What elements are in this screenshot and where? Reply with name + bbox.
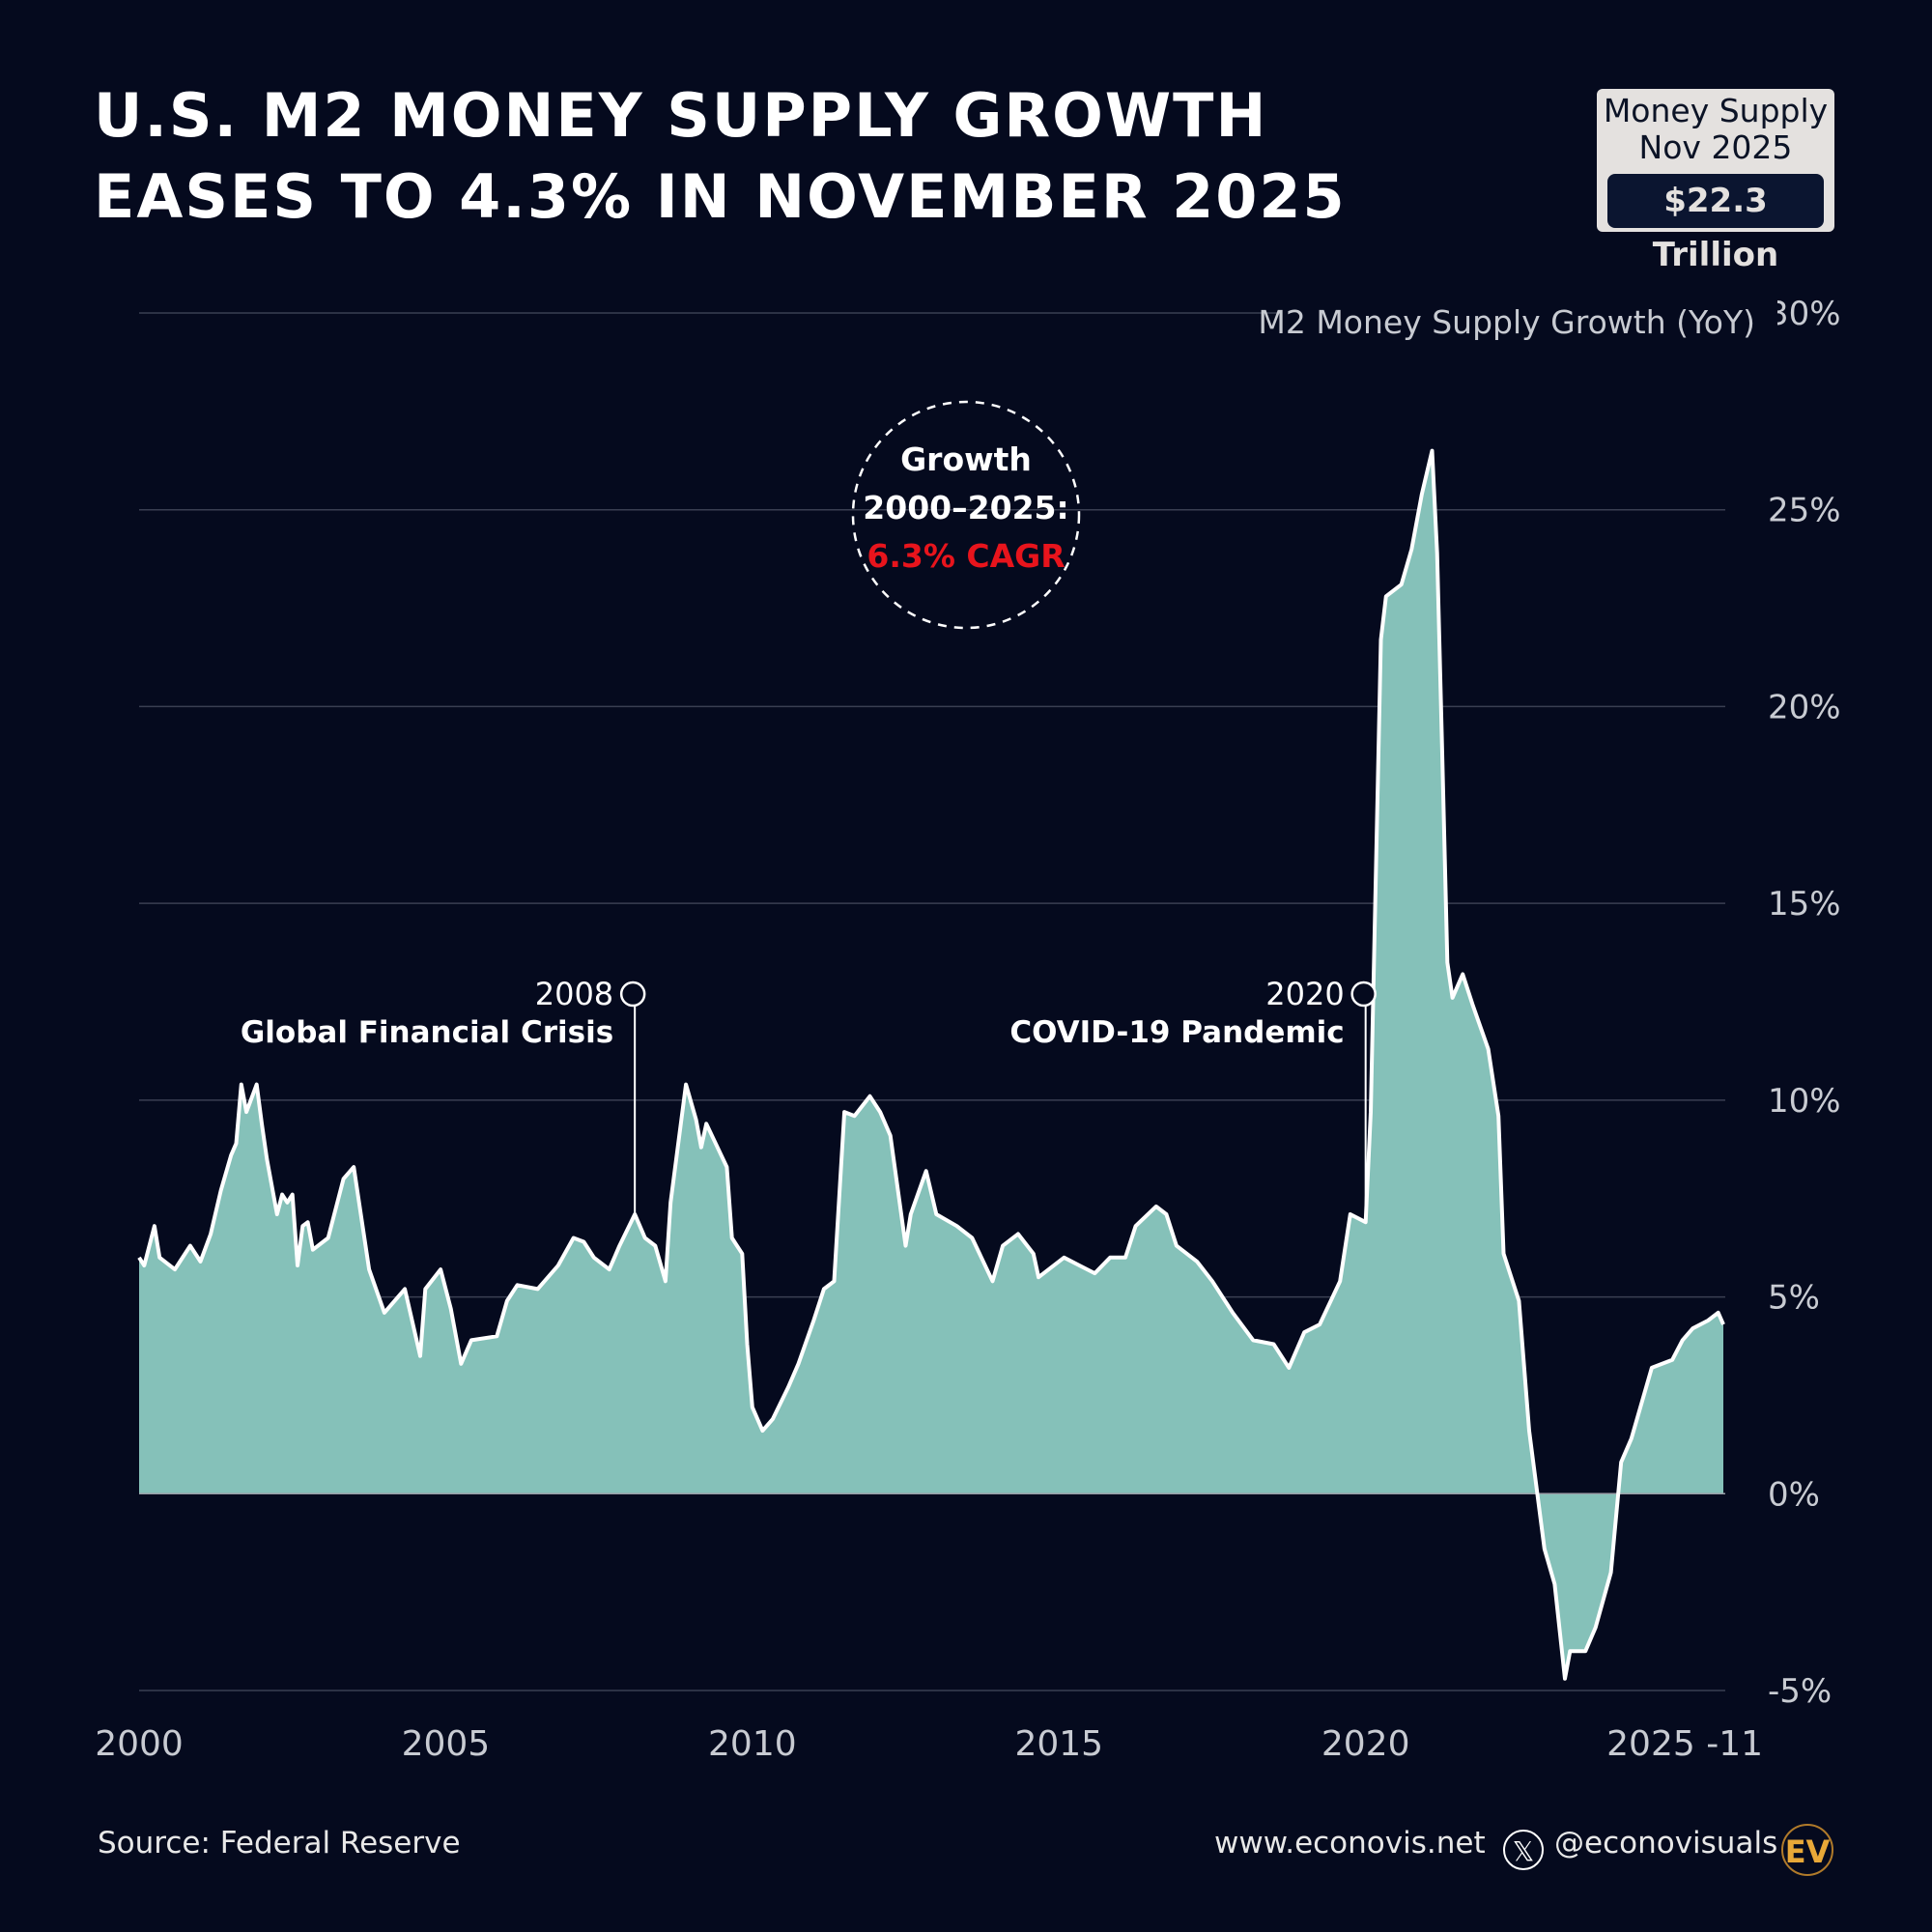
title-line-2: EASES TO 4.3% IN NOVEMBER 2025 xyxy=(94,161,1347,232)
y-tick-labels: 30% 25% 20% 15% 10% 5% 0% -5% xyxy=(1768,295,1841,1711)
y-axis-title: M2 Money Supply Growth (YoY) xyxy=(1258,303,1755,341)
y-tick-label: 15% xyxy=(1768,885,1841,923)
annotation-marker xyxy=(1350,980,1377,1008)
x-tick-label: 2025 -11 xyxy=(1606,1724,1763,1764)
x-tick-label: 2010 xyxy=(708,1724,797,1764)
annotation-label: COVID-19 Pandemic xyxy=(1009,1015,1344,1050)
y-tick-label: 25% xyxy=(1768,492,1841,530)
series-line xyxy=(137,448,1725,1681)
social-handle[interactable]: @econovisuals xyxy=(1554,1826,1778,1861)
x-tick-label: 2000 xyxy=(95,1724,184,1764)
badge-label: Money Supply xyxy=(1603,92,1829,129)
ev-logo: EV xyxy=(1781,1824,1833,1876)
cagr-line-1: Growth xyxy=(900,440,1032,478)
x-tick-label: 2020 xyxy=(1321,1724,1410,1764)
ylabel-backdrop xyxy=(1280,295,1777,337)
cagr-line-2: 2000–2025: xyxy=(863,489,1068,526)
x-social-icon: 𝕏 xyxy=(1503,1830,1544,1870)
annotation-marker xyxy=(619,980,646,1008)
annotation-2008: 2008 Global Financial Crisis xyxy=(241,976,646,1215)
y-tick-label: 20% xyxy=(1768,688,1841,726)
area-fill xyxy=(139,450,1723,1679)
annotation-year: 2008 xyxy=(535,976,613,1012)
chart-title: U.S. M2 MONEY SUPPLY GROWTH EASES TO 4.3… xyxy=(94,75,1347,238)
money-supply-badge: Money Supply Nov 2025 $22.3 Trillion xyxy=(1597,89,1834,274)
cagr-callout: Growth 2000–2025: 6.3% CAGR xyxy=(851,400,1081,630)
x-tick-label: 2015 xyxy=(1014,1724,1103,1764)
dashed-circle xyxy=(851,400,1081,630)
y-tick-label: -5% xyxy=(1768,1672,1832,1711)
y-tick-label: 10% xyxy=(1768,1082,1841,1121)
annotation-year: 2020 xyxy=(1265,976,1344,1012)
badge-value: $22.3 Trillion xyxy=(1607,174,1824,274)
annotation-label: Global Financial Crisis xyxy=(241,1015,613,1050)
y-tick-label: 30% xyxy=(1768,295,1841,333)
annotation-2020: 2020 COVID-19 Pandemic xyxy=(1009,976,1377,1223)
x-tick-labels: 2000 2005 2010 2015 2020 2025 -11 xyxy=(95,1724,1763,1764)
logo-text: EV xyxy=(1785,1833,1831,1870)
x-tick-label: 2005 xyxy=(402,1724,491,1764)
y-tick-label: 5% xyxy=(1768,1279,1820,1318)
website-link[interactable]: www.econovis.net xyxy=(1214,1826,1486,1861)
y-tick-label: 0% xyxy=(1768,1475,1820,1514)
svg-text:𝕏: 𝕏 xyxy=(1513,1835,1535,1867)
title-line-1: U.S. M2 MONEY SUPPLY GROWTH xyxy=(94,80,1268,151)
cagr-value: 6.3% CAGR xyxy=(867,537,1065,575)
source-note: Source: Federal Reserve xyxy=(98,1826,461,1861)
badge-date: Nov 2025 xyxy=(1638,128,1793,166)
